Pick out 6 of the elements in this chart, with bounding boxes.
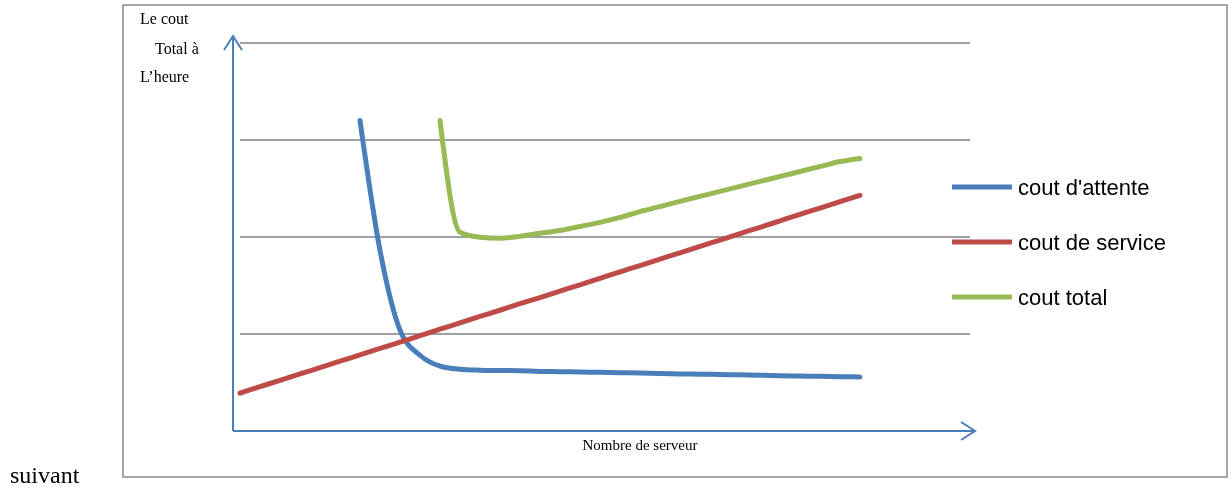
legend-label: cout d'attente [1018, 175, 1150, 200]
text: suivant [10, 462, 80, 488]
y-axis-title: Le cout Total à L’heure [140, 10, 199, 85]
x-axis-title: Nombre de serveur [582, 437, 698, 453]
legend-label: cout de service [1018, 230, 1166, 255]
legend-label: cout total [1018, 285, 1108, 310]
